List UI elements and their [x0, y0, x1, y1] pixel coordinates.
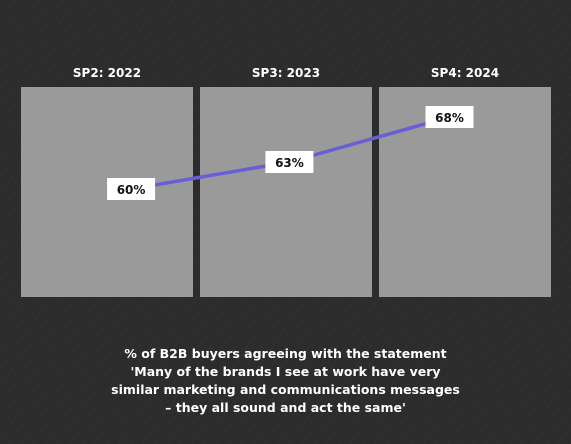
x-tick-label: SP2: 2022	[73, 66, 141, 80]
data-label: 68%	[435, 111, 464, 125]
data-label-box	[425, 106, 474, 128]
caption-line-4: – they all sound and act the same'	[165, 400, 406, 415]
data-label: 63%	[275, 156, 304, 170]
line-chart: SP2: 2022 SP3: 2023 SP4: 2024 60% 63% 68%	[21, 66, 551, 297]
chart-caption: % of B2B buyers agreeing with the statem…	[40, 345, 531, 417]
x-tick-label: SP3: 2023	[252, 66, 320, 80]
data-label-box	[107, 178, 156, 200]
x-tick-label: SP4: 2024	[431, 66, 499, 80]
data-label: 60%	[117, 183, 146, 197]
period-panel	[21, 87, 193, 297]
caption-line-2: 'Many of the brands I see at work have v…	[130, 364, 441, 379]
caption-line-3: similar marketing and communications mes…	[111, 382, 460, 397]
data-label-box	[265, 151, 314, 173]
caption-line-1: % of B2B buyers agreeing with the statem…	[124, 346, 447, 361]
period-panel	[200, 87, 372, 297]
